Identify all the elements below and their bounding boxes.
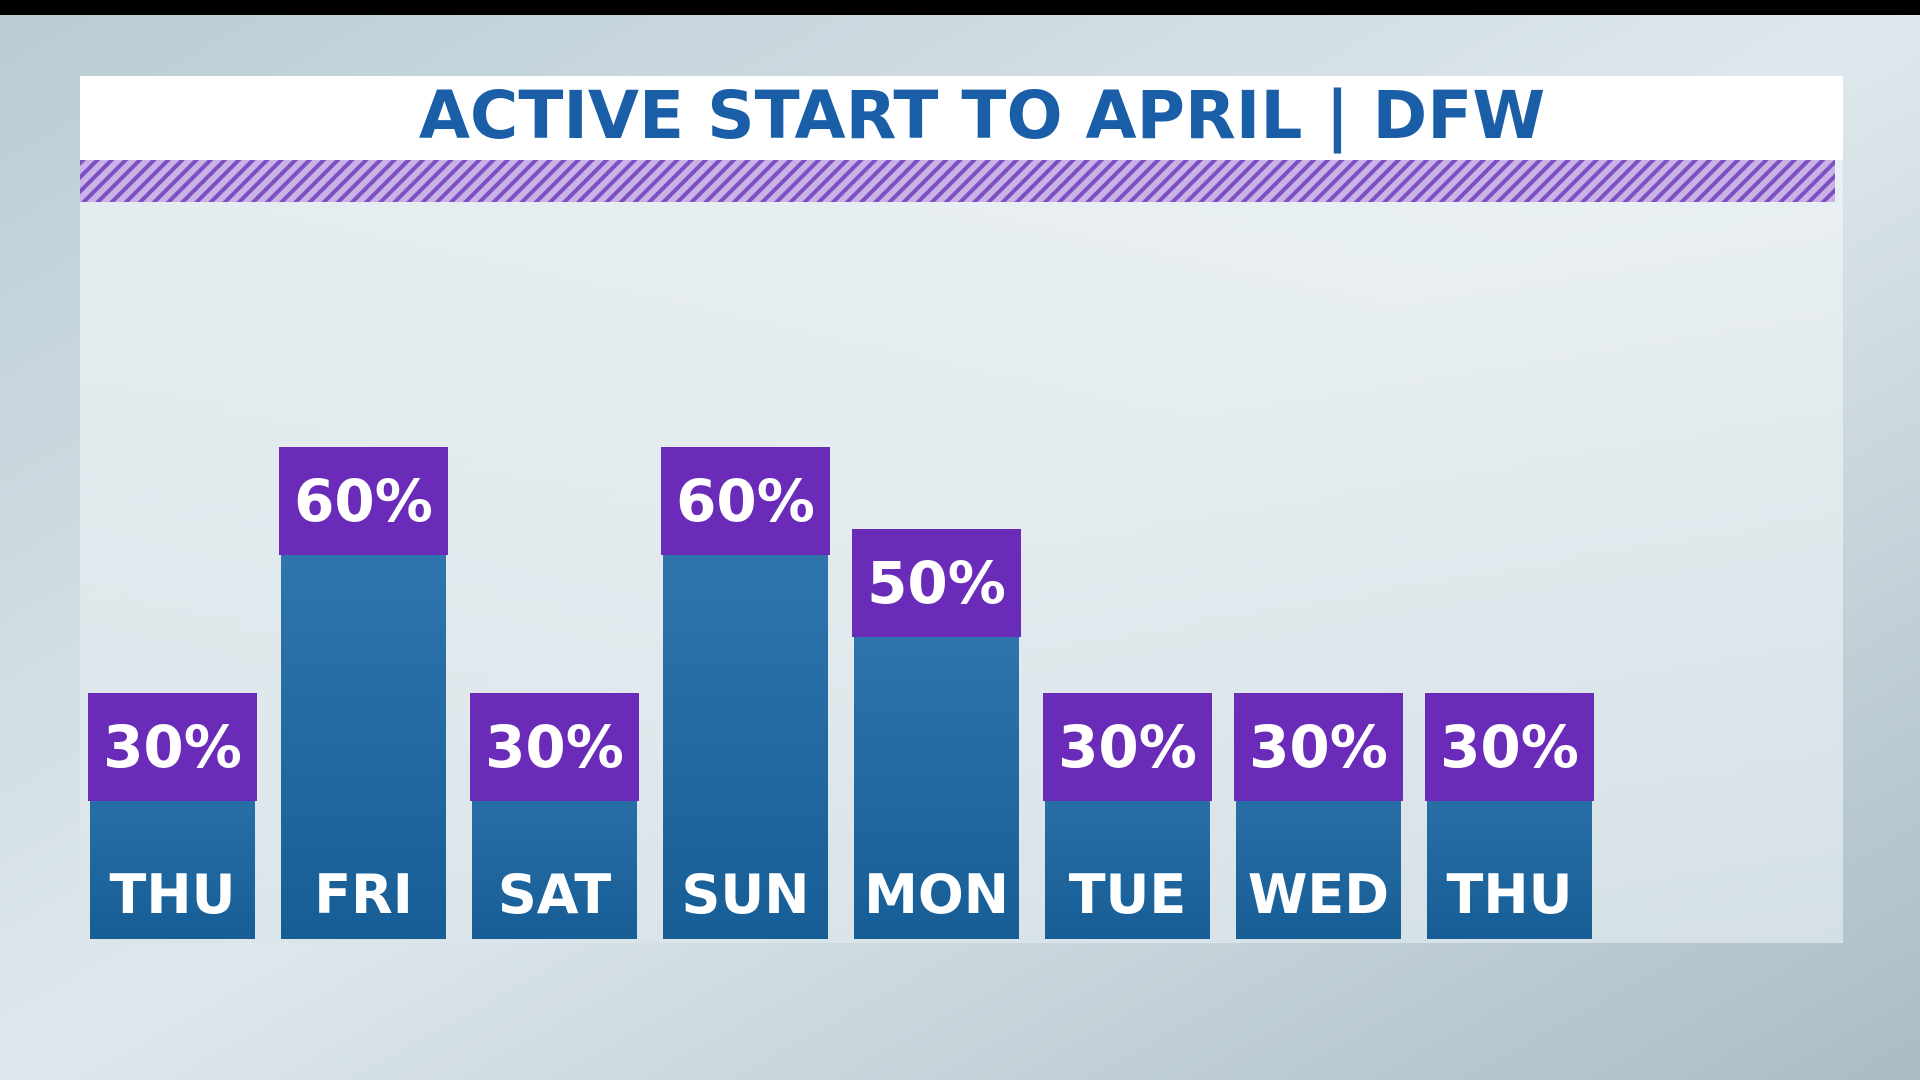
x-tick-label: SAT xyxy=(498,863,611,926)
value-label-box xyxy=(88,693,257,801)
bars: 30% THU 60% FRI 30% SAT 60% SUN 50% MON 30% TUE 30% W… xyxy=(88,447,1594,939)
value-label: 60% xyxy=(294,467,433,535)
value-label: 30% xyxy=(103,713,242,781)
x-tick-label: THU xyxy=(1447,863,1573,926)
value-label: 30% xyxy=(1058,713,1197,781)
value-label: 30% xyxy=(485,713,624,781)
value-label: 60% xyxy=(676,467,815,535)
chart-title: ACTIVE START TO APRIL | DFW xyxy=(419,77,1545,155)
hatch-stripe xyxy=(80,160,1835,202)
value-label-box xyxy=(661,447,830,555)
value-label-box xyxy=(470,693,639,801)
value-label: 50% xyxy=(867,549,1006,617)
x-tick-label: SUN xyxy=(682,863,810,926)
x-tick-label: TUE xyxy=(1069,863,1187,926)
value-label-box xyxy=(852,529,1021,637)
value-label-box xyxy=(1425,693,1594,801)
value-label-box xyxy=(279,447,448,555)
x-tick-label: MON xyxy=(864,863,1009,926)
x-tick-label: FRI xyxy=(314,863,413,926)
value-label-box xyxy=(1043,693,1212,801)
value-label-box xyxy=(1234,693,1403,801)
x-tick-label: THU xyxy=(110,863,236,926)
value-label: 30% xyxy=(1249,713,1388,781)
value-label: 30% xyxy=(1440,713,1579,781)
title-band xyxy=(80,76,1843,160)
x-tick-label: WED xyxy=(1248,863,1389,926)
